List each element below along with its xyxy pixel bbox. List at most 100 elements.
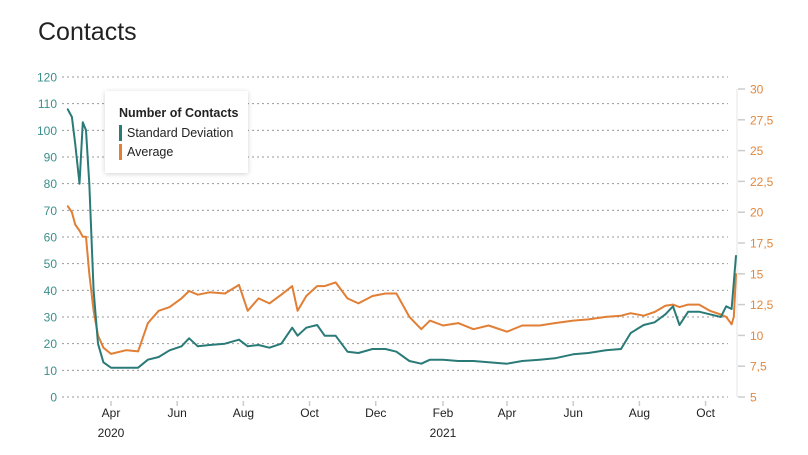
series-standard-deviation-line-point	[238, 338, 240, 341]
x-tick-label: Jun	[168, 406, 187, 420]
series-standard-deviation-line-point	[197, 345, 199, 348]
series-standard-deviation-line-point	[81, 121, 84, 124]
series-standard-deviation-line-point	[334, 334, 337, 337]
series-standard-deviation-line-point	[71, 116, 73, 118]
y-right-tick-label: 12,5	[750, 298, 774, 312]
series-standard-deviation-line-point	[735, 254, 737, 257]
x-tick-label: Apr	[102, 406, 121, 420]
series-average-line-point	[604, 316, 607, 318]
series-standard-deviation-line-point	[188, 337, 190, 340]
series-average-line-point	[709, 309, 711, 312]
series-standard-deviation-line-point	[487, 361, 490, 364]
y-left-tick-label: 40	[44, 284, 58, 298]
series-standard-deviation-line-point	[687, 310, 690, 313]
series-average-line-point	[85, 236, 87, 238]
series-standard-deviation-line-point	[553, 357, 556, 360]
legend-item-avg[interactable]: Average	[119, 143, 173, 161]
series-average-line-point	[487, 324, 490, 327]
series-standard-deviation-line-point	[506, 362, 508, 365]
series-standard-deviation-line-point	[587, 352, 590, 354]
series-average-line-point	[157, 309, 160, 312]
y-right-tick-label: 30	[750, 83, 764, 97]
series-average-line-point	[521, 324, 524, 327]
y-left-tick-label: 80	[44, 177, 58, 191]
series-average-line-point	[334, 281, 337, 284]
legend-label-sd: Standard Deviation	[127, 126, 234, 140]
series-average-line-point	[357, 302, 360, 305]
y-left-tick-label: 100	[37, 124, 57, 138]
series-average-line-point	[188, 290, 190, 292]
series-standard-deviation-line-point	[420, 362, 423, 365]
series-standard-deviation-line-point	[346, 350, 349, 353]
x-tick-label: Feb	[433, 406, 454, 420]
series-standard-deviation-line-point	[698, 310, 700, 313]
series-standard-deviation-line-point	[719, 316, 722, 318]
page-title: Contacts	[38, 18, 137, 46]
series-standard-deviation-line-point	[457, 360, 460, 362]
legend-item-sd[interactable]: Standard Deviation	[119, 124, 233, 142]
series-standard-deviation-line-point	[102, 361, 105, 364]
series-standard-deviation-line-point	[305, 326, 308, 329]
series-standard-deviation-line	[66, 108, 737, 369]
series-standard-deviation-line-point	[92, 289, 95, 292]
series-average-line-point	[257, 297, 260, 300]
y-right-tick-label: 22,5	[750, 175, 774, 189]
series-average-line-point	[74, 223, 76, 226]
series-standard-deviation-line-point	[147, 358, 149, 361]
series-average-line-point	[395, 292, 398, 295]
series-standard-deviation-line-point	[66, 108, 69, 110]
series-standard-deviation-line-point	[429, 358, 431, 361]
series-standard-deviation-line-point	[137, 366, 139, 369]
series-standard-deviation-line-point	[472, 360, 475, 362]
x-tick-label: Jun	[564, 406, 583, 420]
y-right-tick-label: 25	[750, 144, 764, 158]
series-average-line-point	[168, 306, 171, 308]
series-average-line-point	[538, 324, 541, 327]
y-right-tick-label: 20	[750, 206, 764, 220]
series-standard-deviation-line-point	[85, 129, 87, 132]
y-right-tick-label: 10	[750, 329, 764, 343]
series-average-line-point	[620, 314, 622, 317]
series-standard-deviation-line-point	[208, 344, 211, 346]
x-tick-label: Aug	[233, 406, 254, 420]
y-left-tick-label: 30	[44, 311, 58, 325]
series-average-line-point	[224, 292, 226, 295]
series-standard-deviation-line-point	[629, 332, 632, 334]
series-average-line-point	[678, 306, 681, 308]
series-average-line-point	[88, 273, 91, 275]
series-standard-deviation-line-point	[246, 345, 249, 348]
y-right-tick-label: 15	[750, 267, 764, 281]
series-average-line-point	[408, 316, 411, 318]
x-tick-label: Oct	[696, 406, 715, 420]
series-average-line-point	[280, 293, 283, 296]
series-average-line-point	[197, 293, 199, 296]
y-right-tick-label: 5	[750, 391, 757, 405]
y-right-tick-label: 17,5	[750, 237, 774, 251]
series-standard-deviation-line-point	[664, 313, 667, 316]
series-average-line-point	[238, 284, 240, 286]
series-average-line-point	[587, 318, 590, 321]
series-average-line-point	[732, 316, 735, 318]
series-average-line-point	[208, 291, 211, 294]
series-standard-deviation-line-point	[620, 348, 622, 350]
series-average-line-point	[642, 314, 645, 317]
series-average-line-point	[653, 311, 656, 313]
series-average-line-point	[629, 312, 632, 315]
series-standard-deviation-line-point	[157, 356, 160, 358]
series-standard-deviation-line-point	[384, 348, 387, 350]
series-standard-deviation-line-point	[88, 182, 91, 185]
series-average-line-point	[66, 205, 69, 207]
series-standard-deviation-line-point	[357, 352, 360, 354]
series-average-line-point	[346, 297, 349, 300]
y-right-tick-label: 27,5	[750, 113, 774, 127]
series-standard-deviation-line-point	[257, 344, 260, 346]
series-average-line-point	[442, 324, 444, 327]
series-standard-deviation-line-point	[732, 281, 735, 284]
series-standard-deviation-line-point	[180, 345, 183, 348]
series-standard-deviation-line-point	[97, 342, 99, 345]
series-standard-deviation-line-point	[442, 358, 444, 361]
legend: Number of Contacts Standard Deviation Av…	[105, 91, 248, 173]
series-standard-deviation-line-point	[395, 350, 398, 353]
